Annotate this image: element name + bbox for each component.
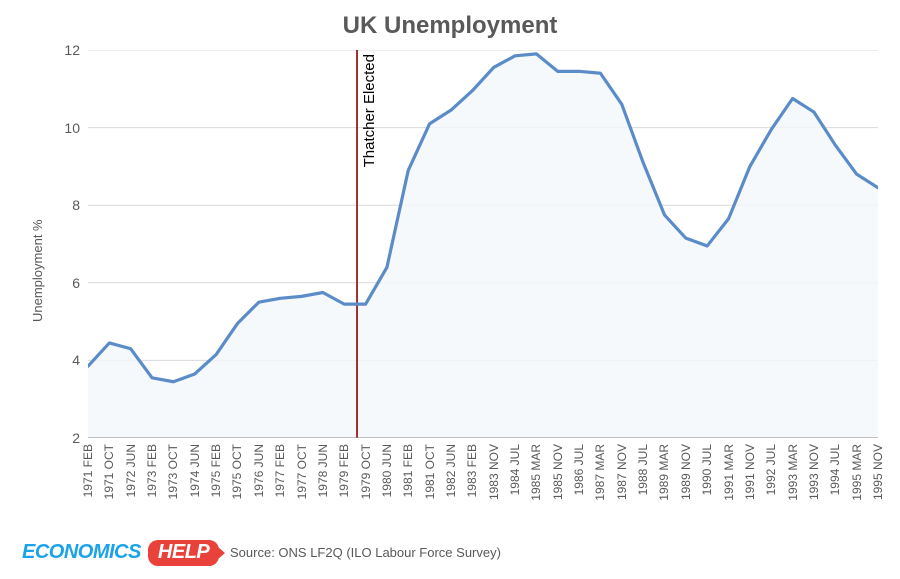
x-tick-label: 1972 JUN [124, 444, 138, 497]
x-tick-label: 1971 OCT [102, 444, 116, 499]
chart-title: UK Unemployment [0, 12, 900, 40]
x-tick-label: 1971 FEB [81, 444, 95, 497]
x-tick-label: 1979 FEB [337, 444, 351, 497]
y-axis-label: Unemployment % [30, 219, 45, 322]
x-tick-label: 1990 JUL [700, 444, 714, 495]
x-tick-label: 1993 MAR [786, 444, 800, 501]
y-tick-label: 6 [72, 275, 88, 291]
x-tick-label: 1977 OCT [295, 444, 309, 499]
x-tick-label: 1993 NOV [807, 444, 821, 500]
x-tick-label: 1980 JUN [380, 444, 394, 497]
x-tick-label: 1973 FEB [145, 444, 159, 497]
x-tick-label: 1978 JUN [316, 444, 330, 497]
x-tick-label: 1987 MAR [593, 444, 607, 501]
x-tick-label: 1983 NOV [487, 444, 501, 500]
x-tick-label: 1979 OCT [359, 444, 373, 499]
logo-text-a: ECONOMICS [22, 541, 141, 563]
annotation-label: Thatcher Elected [361, 54, 378, 167]
x-tick-label: 1995 MAR [850, 444, 864, 501]
x-tick-label: 1975 FEB [209, 444, 223, 497]
y-tick-label: 4 [72, 352, 88, 368]
x-tick-label: 1981 OCT [423, 444, 437, 499]
x-tick-label: 1987 NOV [615, 444, 629, 500]
y-tick-label: 12 [64, 42, 88, 58]
chart-page: UK Unemployment Unemployment % Thatcher … [0, 0, 900, 579]
x-tick-label: 1991 NOV [743, 444, 757, 500]
x-tick-label: 1976 JUN [252, 444, 266, 497]
x-tick-label: 1985 NOV [551, 444, 565, 500]
x-tick-label: 1983 FEB [465, 444, 479, 497]
y-tick-label: 8 [72, 197, 88, 213]
logo-text-b: HELP [148, 540, 219, 566]
x-tick-label: 1994 JUL [828, 444, 842, 495]
x-tick-label: 1986 JUL [572, 444, 586, 495]
x-tick-label: 1995 NOV [871, 444, 885, 500]
x-tick-label: 1981 FEB [401, 444, 415, 497]
x-tick-label: 1982 JUN [444, 444, 458, 497]
x-tick-label: 1991 MAR [722, 444, 736, 501]
plot-area [88, 50, 878, 438]
x-tick-label: 1973 OCT [166, 444, 180, 499]
x-tick-label: 1992 JUL [764, 444, 778, 495]
x-tick-label: 1974 JUN [188, 444, 202, 497]
x-tick-label: 1977 FEB [273, 444, 287, 497]
x-tick-label: 1975 OCT [230, 444, 244, 499]
chart-svg [88, 50, 878, 438]
y-tick-label: 10 [64, 120, 88, 136]
x-tick-label: 1984 JUL [508, 444, 522, 495]
x-tick-label: 1988 JUL [636, 444, 650, 495]
logo: ECONOMICS HELP [22, 540, 219, 566]
x-tick-label: 1985 MAR [529, 444, 543, 501]
source-label: Source: ONS LF2Q (ILO Labour Force Surve… [230, 545, 501, 560]
x-tick-label: 1989 MAR [657, 444, 671, 501]
x-tick-label: 1989 NOV [679, 444, 693, 500]
